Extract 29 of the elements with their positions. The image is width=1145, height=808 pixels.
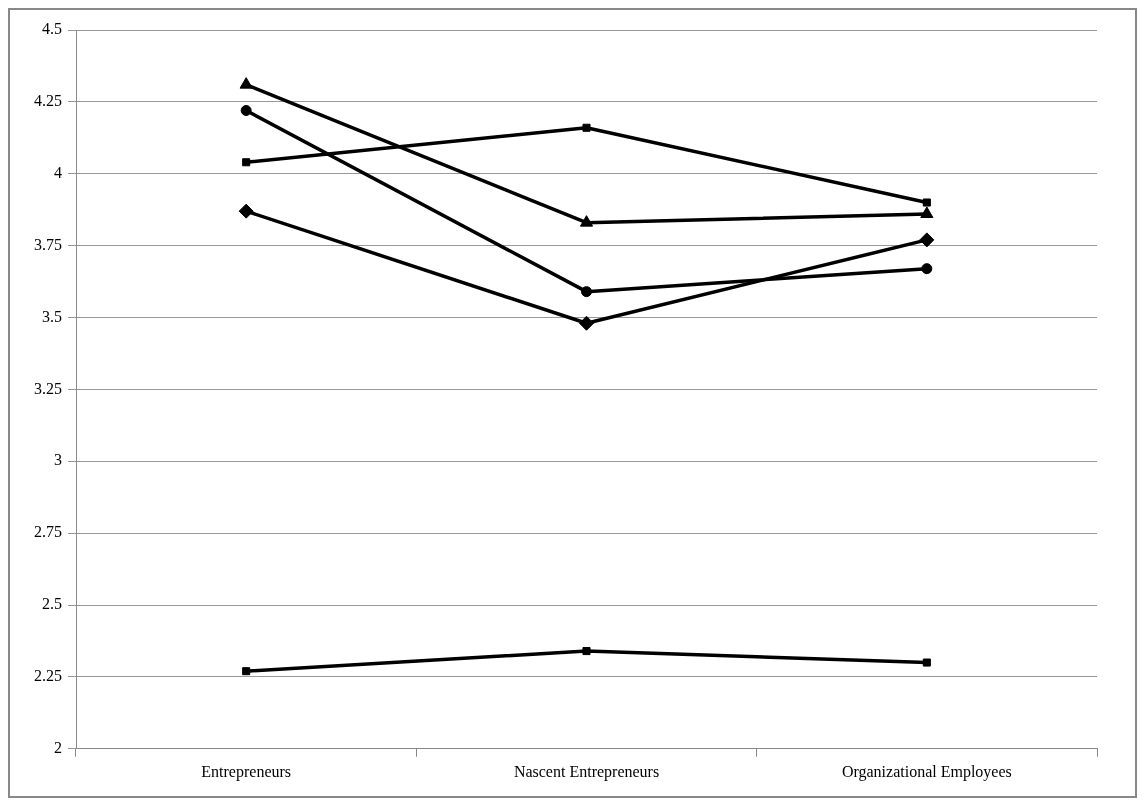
point <box>242 667 251 676</box>
x-tick-label: Entrepreneurs <box>201 762 292 781</box>
point <box>921 263 933 275</box>
point <box>919 232 935 248</box>
point <box>920 206 934 219</box>
y-tick-label: 2.5 <box>42 595 62 613</box>
y-tick-label: 3.25 <box>34 379 62 397</box>
y-tick-label: 4 <box>54 163 62 181</box>
y-tick-label: 3 <box>54 451 62 469</box>
point <box>579 215 594 227</box>
point <box>582 123 591 132</box>
point <box>582 647 591 656</box>
point <box>922 198 931 207</box>
point <box>581 286 592 298</box>
y-tick-label: 2 <box>54 739 62 756</box>
point <box>922 658 931 667</box>
x-tick-label: Organizational Employees <box>841 762 1012 781</box>
point <box>239 77 253 89</box>
y-tick-label: 2.75 <box>34 523 62 541</box>
x-tick-label: Nascent Entrepreneurs <box>513 762 660 781</box>
y-tick-label: 2.25 <box>34 667 62 685</box>
y-tick-label: 4.5 <box>42 20 62 38</box>
y-tick-label: 3.5 <box>42 307 62 325</box>
point <box>238 203 254 219</box>
point <box>579 315 594 331</box>
point <box>242 158 251 167</box>
point <box>240 105 252 117</box>
y-tick-label: 3.75 <box>34 235 62 253</box>
y-tick-label: 4.25 <box>34 92 62 110</box>
